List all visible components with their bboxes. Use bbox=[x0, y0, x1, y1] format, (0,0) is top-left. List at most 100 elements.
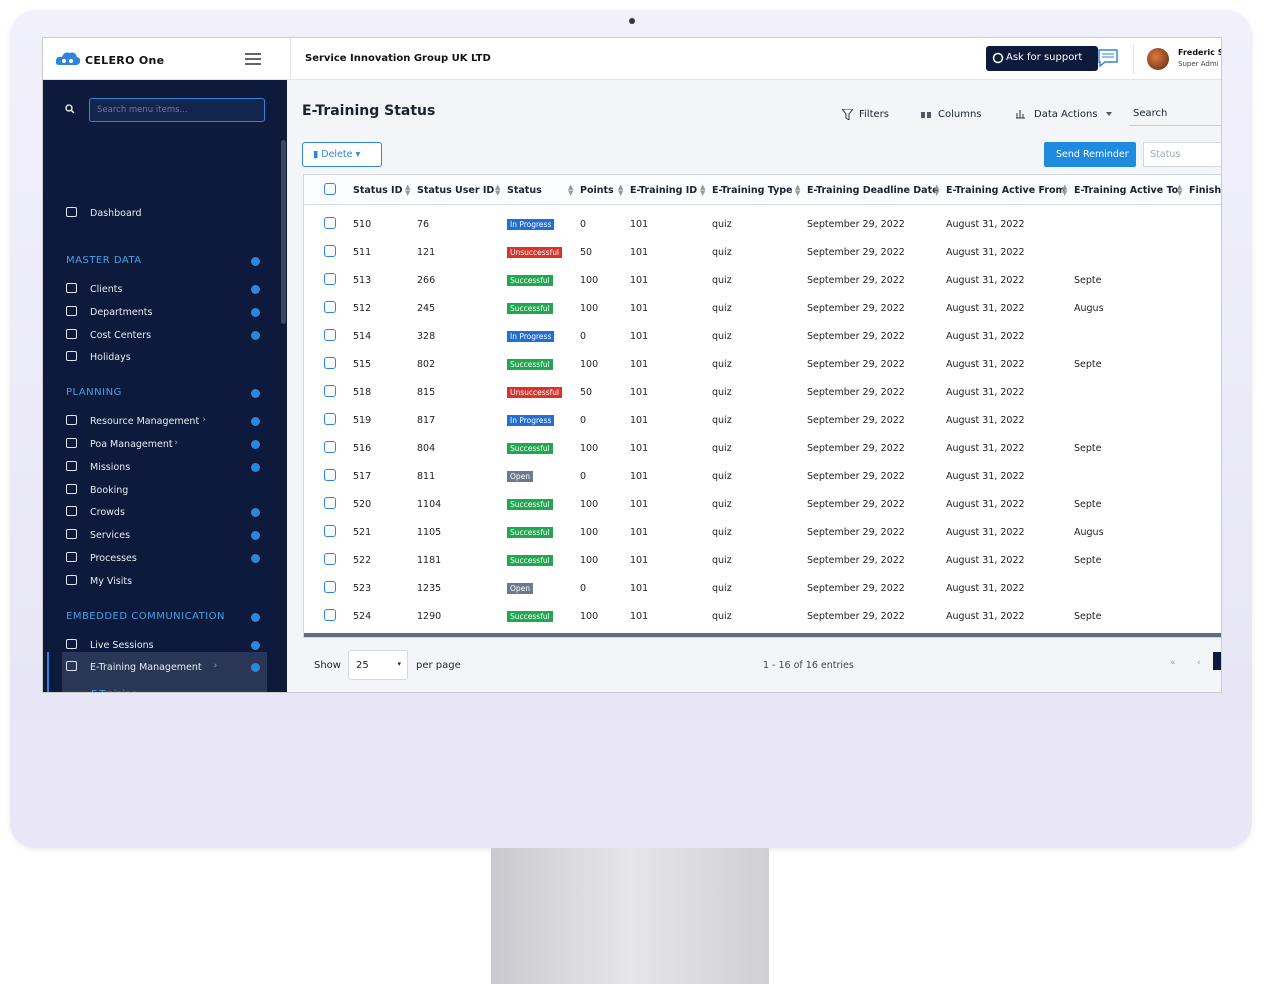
menu-item-active[interactable]: E-Training bbox=[91, 689, 137, 692]
menu-item[interactable]: Live Sessions bbox=[90, 639, 154, 651]
table-cell: August 31, 2022 bbox=[946, 415, 1025, 426]
menu-item[interactable]: Resource Management bbox=[90, 416, 200, 428]
row-checkbox[interactable] bbox=[324, 273, 336, 285]
avatar[interactable] bbox=[1147, 48, 1169, 70]
column-header[interactable]: Status User ID bbox=[417, 185, 495, 196]
menu-item[interactable]: Missions bbox=[90, 461, 131, 473]
search-icon bbox=[65, 104, 75, 114]
table-cell: 101 bbox=[630, 611, 649, 622]
column-header[interactable]: Status ID bbox=[353, 185, 403, 196]
row-checkbox[interactable] bbox=[324, 413, 336, 425]
support-button[interactable]: Ask for support bbox=[986, 46, 1098, 71]
prev-page[interactable]: ‹ bbox=[1197, 658, 1201, 668]
table-cell: September 29, 2022 bbox=[807, 555, 905, 566]
table-cell: 0 bbox=[580, 583, 587, 594]
menu-item[interactable]: Services bbox=[90, 530, 131, 542]
first-page[interactable]: « bbox=[1170, 658, 1176, 668]
row-checkbox[interactable] bbox=[324, 301, 336, 313]
menu-item[interactable]: Cost Centers bbox=[90, 329, 152, 341]
column-header[interactable]: Status bbox=[507, 185, 542, 196]
status-filter[interactable]: Status bbox=[1143, 142, 1221, 167]
row-checkbox[interactable] bbox=[324, 441, 336, 453]
table-cell: quiz bbox=[712, 443, 732, 454]
row-checkbox[interactable] bbox=[324, 217, 336, 229]
info-badge bbox=[251, 663, 260, 673]
column-header[interactable]: E-Training ID bbox=[630, 185, 698, 196]
delete-button[interactable]: ▮ Delete ▾ bbox=[302, 142, 382, 167]
menu-item[interactable]: Departments bbox=[90, 306, 153, 318]
scrollbar bbox=[281, 140, 286, 324]
table-cell: 121 bbox=[417, 247, 436, 258]
row-checkbox[interactable] bbox=[324, 469, 336, 481]
menu-search[interactable]: Search menu items... bbox=[89, 98, 265, 122]
row-checkbox[interactable] bbox=[324, 245, 336, 257]
menu-item[interactable]: Holidays bbox=[90, 352, 131, 364]
current-page[interactable] bbox=[1213, 652, 1221, 670]
table-cell: September 29, 2022 bbox=[807, 443, 905, 454]
menu-icon bbox=[66, 483, 77, 494]
table-cell: Septe bbox=[1074, 275, 1102, 286]
table-cell: quiz bbox=[712, 219, 732, 230]
column-header[interactable]: Finish bbox=[1189, 185, 1222, 196]
row-checkbox[interactable] bbox=[324, 553, 336, 565]
table-cell: 101 bbox=[630, 303, 649, 314]
row-checkbox[interactable] bbox=[324, 581, 336, 593]
table-cell: August 31, 2022 bbox=[946, 471, 1025, 482]
menu-toggle[interactable] bbox=[245, 53, 261, 65]
table-cell: 76 bbox=[417, 219, 430, 230]
table-cell: 519 bbox=[353, 415, 372, 426]
table-cell: quiz bbox=[712, 387, 732, 398]
menu-icon bbox=[66, 438, 77, 448]
table-cell: 100 bbox=[580, 611, 599, 622]
divider bbox=[290, 38, 291, 80]
column-header[interactable]: E-Training Deadline Date bbox=[807, 185, 939, 196]
table-cell: 0 bbox=[580, 331, 587, 342]
row-checkbox[interactable] bbox=[324, 385, 336, 397]
info-badge bbox=[251, 462, 260, 472]
column-header[interactable]: E-Training Active To bbox=[1074, 185, 1179, 196]
columns-button[interactable]: Columns bbox=[938, 109, 982, 120]
menu-item[interactable]: Clients bbox=[90, 284, 123, 295]
table-cell: 1235 bbox=[417, 583, 442, 594]
column-header[interactable]: E-Training Active From bbox=[946, 185, 1066, 196]
status-badge: Successful bbox=[507, 303, 553, 314]
menu-item[interactable]: E-Training Management bbox=[90, 662, 202, 674]
table-cell: August 31, 2022 bbox=[946, 219, 1025, 230]
row-checkbox[interactable] bbox=[324, 497, 336, 509]
menu-icon bbox=[66, 552, 77, 562]
menu-item[interactable]: Poa Management bbox=[90, 439, 173, 450]
select-all-checkbox[interactable] bbox=[324, 183, 336, 195]
table-cell: 512 bbox=[353, 303, 372, 314]
chat-icon[interactable] bbox=[1097, 48, 1119, 68]
table-cell: September 29, 2022 bbox=[807, 303, 905, 314]
table-cell: 50 bbox=[580, 387, 593, 398]
send-reminder-button[interactable]: Send Reminder bbox=[1044, 142, 1136, 167]
row-checkbox[interactable] bbox=[324, 525, 336, 537]
table-cell: 0 bbox=[580, 471, 587, 482]
menu-item[interactable]: Crowds bbox=[90, 507, 125, 519]
row-checkbox[interactable] bbox=[324, 357, 336, 369]
column-header[interactable]: Points bbox=[580, 185, 614, 196]
search-box[interactable]: Search bbox=[1129, 106, 1221, 126]
status-badge: Successful bbox=[507, 611, 553, 622]
menu-item[interactable]: Dashboard bbox=[90, 208, 142, 219]
table-cell: 101 bbox=[630, 415, 649, 426]
info-badge bbox=[251, 554, 260, 563]
menu-item[interactable]: Processes bbox=[90, 553, 137, 564]
menu-item[interactable]: My Visits bbox=[90, 575, 133, 587]
table-cell: 516 bbox=[353, 443, 372, 454]
column-header[interactable]: E-Training Type bbox=[712, 185, 793, 196]
filters-button[interactable]: Filters bbox=[859, 109, 889, 120]
send-reminder-label: Send Reminder bbox=[1056, 149, 1129, 160]
table-cell: quiz bbox=[712, 303, 732, 314]
per-page-select[interactable]: 25 ▾ bbox=[348, 650, 408, 680]
row-checkbox[interactable] bbox=[324, 329, 336, 341]
table-cell: Septe bbox=[1074, 443, 1102, 454]
row-checkbox[interactable] bbox=[324, 609, 336, 621]
table-cell: August 31, 2022 bbox=[946, 499, 1025, 510]
table-cell: 0 bbox=[580, 219, 587, 230]
top-bar: CELERO One Service Innovation Group UK L… bbox=[43, 38, 1221, 80]
table-cell: August 31, 2022 bbox=[946, 555, 1025, 566]
menu-item[interactable]: Booking bbox=[90, 484, 129, 496]
data-actions-button[interactable]: Data Actions bbox=[1034, 109, 1098, 120]
